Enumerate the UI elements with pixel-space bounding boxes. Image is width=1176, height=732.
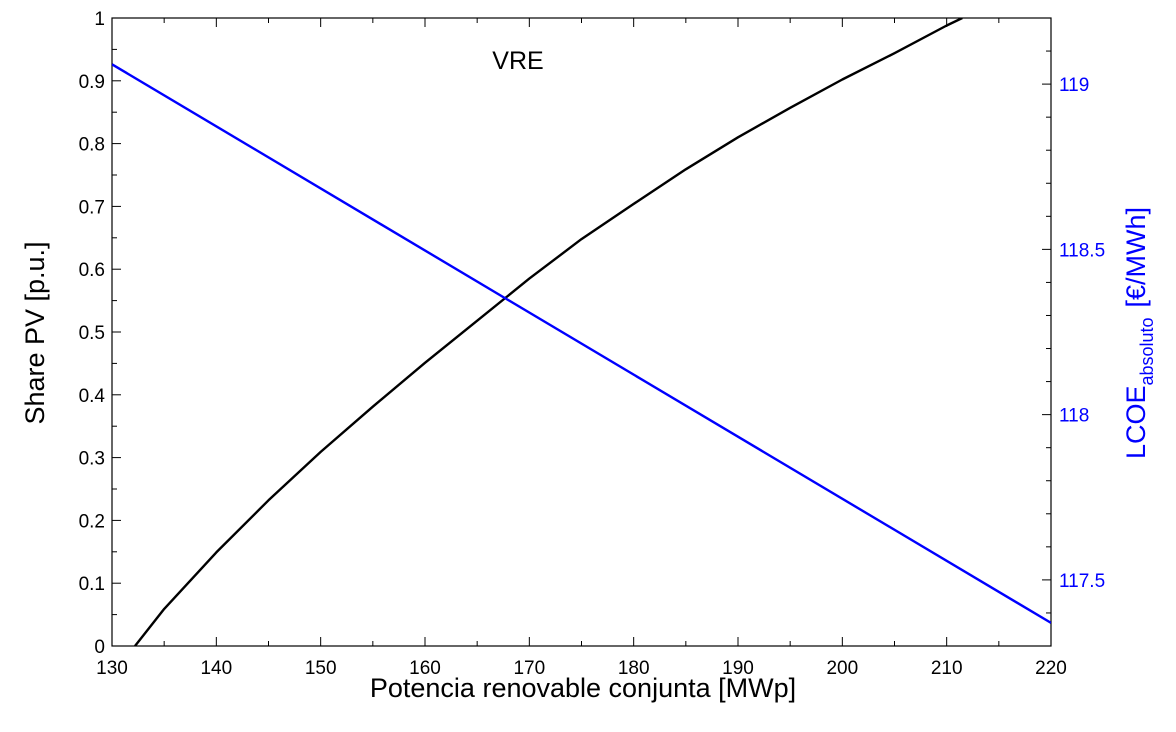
y-axis-left-title: Share PV [p.u.]: [20, 241, 50, 424]
x-tick-label: 210: [931, 658, 963, 679]
annotation-vre: VRE: [492, 47, 543, 75]
y-left-tick-label: 0.5: [79, 323, 105, 344]
y-axis-right-title-sub: absoluto: [1137, 317, 1157, 385]
y-left-tick-label: 0.8: [79, 135, 105, 156]
series: [112, 18, 1051, 646]
x-tick-label: 170: [513, 658, 545, 679]
y-left-tick-label: 0.4: [79, 386, 106, 407]
x-axis-title: Potencia renovable conjunta [MWp]: [370, 673, 796, 703]
y-left-tick-label: 0.2: [79, 511, 105, 532]
y-axis-right-title: LCOEabsoluto [€/MWh]: [1121, 207, 1157, 459]
y-left-tick-label: 0.1: [79, 574, 105, 595]
y-left-tick-label: 0.3: [79, 449, 105, 470]
y-left-tick-label: 0: [94, 637, 105, 658]
y-axis-right-title-main: LCOE: [1121, 386, 1151, 460]
y-axis-right-title-unit: [€/MWh]: [1121, 207, 1151, 308]
y-left-tick-label: 0.7: [79, 197, 105, 218]
y-right-tick-label: 119: [1059, 75, 1089, 96]
x-tick-label: 190: [722, 658, 754, 679]
y-left-tick-label: 0.6: [79, 260, 105, 281]
plot-frame: [111, 17, 1052, 647]
series-lcoe-line: [112, 63, 1051, 624]
series-share-pv-line: [134, 18, 963, 646]
x-tick-label: 130: [96, 658, 128, 679]
axes: [111, 17, 1052, 647]
x-tick-label: 150: [305, 658, 337, 679]
y-right-tick-label: 118: [1059, 406, 1089, 427]
y-right-tick-label: 118.5: [1059, 240, 1105, 261]
ticks: [111, 17, 1052, 647]
tick-labels: 130 140 150 160 170 180 190 200 210 220 0 0.1 0.2 0.3…: [79, 9, 1106, 679]
x-tick-label: 180: [618, 658, 650, 679]
x-tick-label: 220: [1035, 658, 1067, 679]
y-right-tick-label: 117.5: [1059, 571, 1105, 592]
x-tick-label: 140: [200, 658, 232, 679]
y-left-tick-label: 1: [94, 9, 105, 30]
y-left-tick-label: 0.9: [79, 72, 105, 93]
x-tick-label: 160: [409, 658, 441, 679]
x-tick-label: 200: [826, 658, 858, 679]
